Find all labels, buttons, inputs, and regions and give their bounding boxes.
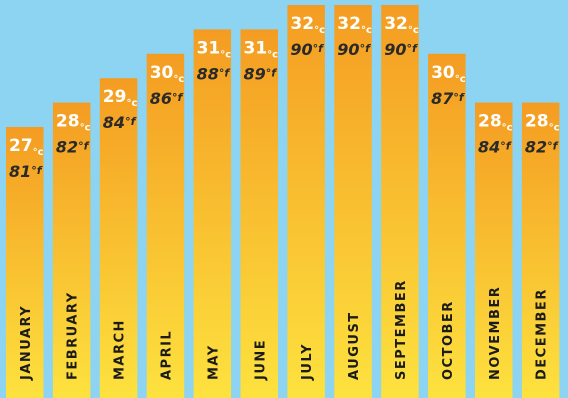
bar-february <box>52 102 91 398</box>
month-label: APRIL <box>159 330 174 380</box>
fahrenheit-label: 86°f <box>150 89 184 108</box>
month-label: JANUARY <box>19 305 34 381</box>
month-label: JULY <box>300 343 315 381</box>
month-label: NOVEMBER <box>488 286 503 380</box>
celsius-label: 32°c <box>290 14 325 36</box>
celsius-label: 29°c <box>103 87 138 109</box>
celsius-label: 31°c <box>244 38 279 60</box>
fahrenheit-label: 88°f <box>197 64 231 83</box>
fahrenheit-label: 90°f <box>384 40 418 59</box>
bar-march <box>99 78 138 398</box>
bar-may <box>193 29 232 398</box>
bar-december <box>521 102 560 398</box>
celsius-label: 30°c <box>431 63 466 85</box>
bar-september <box>381 5 419 398</box>
fahrenheit-label: 84°f <box>478 138 512 157</box>
celsius-label: 32°c <box>337 14 372 36</box>
month-label: MARCH <box>113 319 128 380</box>
celsius-label: 28°c <box>525 112 560 134</box>
fahrenheit-label: 82°f <box>525 138 559 157</box>
fahrenheit-label: 90°f <box>337 40 371 59</box>
celsius-label: 30°c <box>150 63 185 85</box>
fahrenheit-label: 81°f <box>9 162 43 181</box>
fahrenheit-label: 90°f <box>290 40 324 59</box>
celsius-label: 31°c <box>197 38 232 60</box>
fahrenheit-label: 84°f <box>103 113 137 132</box>
month-label: MAY <box>206 344 221 380</box>
month-label: FEBRUARY <box>66 291 81 380</box>
bar-august <box>334 5 372 398</box>
bar-june <box>240 29 278 398</box>
month-label: OCTOBER <box>441 300 456 380</box>
fahrenheit-label: 89°f <box>244 64 278 83</box>
fahrenheit-label: 82°f <box>56 138 90 157</box>
celsius-label: 28°c <box>56 112 91 134</box>
month-label: AUGUST <box>347 311 362 380</box>
bars-group: 27°c 81°f JANUARY 28°c 82°f FEBRUARY 29°c 84°f M… <box>6 5 560 398</box>
month-label: JUNE <box>253 339 268 381</box>
fahrenheit-label: 87°f <box>431 89 465 108</box>
bar-april <box>146 53 185 398</box>
bar-july <box>287 5 325 398</box>
celsius-label: 28°c <box>478 112 513 134</box>
celsius-label: 32°c <box>384 14 419 36</box>
month-label: DECEMBER <box>535 288 550 380</box>
celsius-label: 27°c <box>9 136 44 158</box>
bar-october <box>428 53 466 398</box>
bar-november <box>475 102 513 398</box>
bar-january <box>6 127 44 398</box>
month-label: SEPTEMBER <box>394 279 409 380</box>
